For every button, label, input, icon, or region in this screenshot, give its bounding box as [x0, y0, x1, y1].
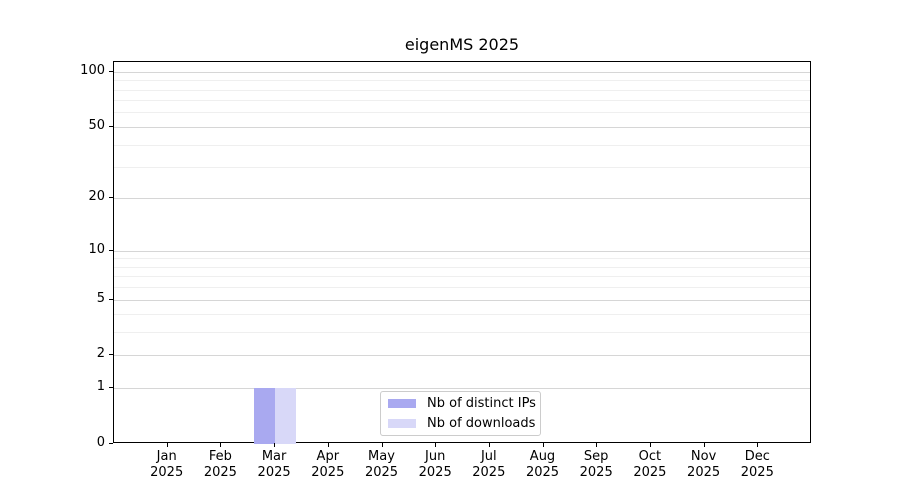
gridline-major	[114, 355, 810, 357]
gridline-major	[114, 388, 810, 390]
y-tick	[109, 298, 113, 300]
legend: Nb of distinct IPs Nb of downloads	[380, 391, 541, 436]
y-tick-label: 100	[80, 62, 105, 78]
gridline-minor	[114, 332, 810, 334]
y-tick	[109, 443, 113, 444]
gridline-minor	[114, 266, 810, 268]
legend-item-downloads: Nb of downloads	[388, 415, 540, 432]
x-tick	[488, 443, 490, 447]
x-tick	[542, 443, 544, 447]
y-tick	[109, 354, 113, 356]
y-tick	[109, 249, 113, 251]
x-tick	[220, 443, 222, 447]
x-tick-label: Apr 2025	[311, 449, 345, 480]
y-tick-label: 1	[96, 379, 105, 395]
gridline-minor	[114, 258, 810, 260]
y-tick-label: 5	[96, 290, 105, 306]
x-tick-label: Mar 2025	[257, 449, 291, 480]
x-tick-label: Aug 2025	[525, 449, 560, 480]
gridline-major	[114, 71, 810, 73]
y-tick-label: 10	[88, 241, 105, 257]
y-tick	[109, 70, 113, 72]
bar-downloads	[275, 388, 297, 444]
x-tick-label: Jun 2025	[418, 449, 452, 480]
x-tick	[649, 443, 651, 447]
gridline-minor	[114, 314, 810, 316]
x-tick	[274, 443, 276, 447]
gridline-minor	[114, 287, 810, 289]
x-tick	[327, 443, 329, 447]
x-tick-label: Sep 2025	[579, 449, 613, 480]
x-tick-label: Jan 2025	[150, 449, 184, 480]
legend-swatch-downloads	[388, 419, 416, 428]
gridline-major	[114, 299, 810, 301]
gridline-minor	[114, 80, 810, 82]
x-tick-label: Dec 2025	[740, 449, 774, 480]
y-tick	[109, 387, 113, 389]
gridline-minor	[114, 167, 810, 168]
gridline-major	[114, 250, 810, 252]
x-tick	[166, 443, 168, 447]
plot-area	[113, 61, 811, 444]
x-tick	[757, 443, 759, 447]
x-tick	[703, 443, 705, 447]
y-tick-label: 50	[88, 117, 105, 133]
legend-label-downloads: Nb of downloads	[427, 416, 536, 431]
legend-swatch-distinct-ips	[388, 399, 416, 408]
gridline-major	[114, 198, 810, 200]
x-tick-label: Jul 2025	[472, 449, 506, 480]
gridline-minor	[114, 144, 810, 146]
legend-item-distinct-ips: Nb of distinct IPs	[388, 395, 540, 412]
y-tick	[109, 197, 113, 199]
gridline-minor	[114, 112, 810, 114]
gridline-minor	[114, 100, 810, 102]
gridline-minor	[114, 276, 810, 278]
x-tick-label: Nov 2025	[687, 449, 721, 480]
x-tick	[381, 443, 383, 447]
y-tick-label: 2	[96, 346, 105, 362]
gridline-minor	[114, 89, 810, 91]
x-tick	[596, 443, 598, 447]
y-tick-label: 20	[88, 189, 105, 205]
y-tick-label: 0	[96, 435, 105, 450]
legend-label-distinct-ips: Nb of distinct IPs	[427, 396, 536, 411]
chart-title: eigenMS 2025	[404, 35, 520, 54]
gridline-major	[114, 126, 810, 128]
bar-distinct-ips	[254, 388, 276, 444]
x-tick-label: Oct 2025	[633, 449, 667, 480]
x-tick-label: May 2025	[364, 449, 399, 480]
x-tick	[435, 443, 437, 447]
y-tick	[109, 125, 113, 127]
x-tick-label: Feb 2025	[203, 449, 237, 480]
